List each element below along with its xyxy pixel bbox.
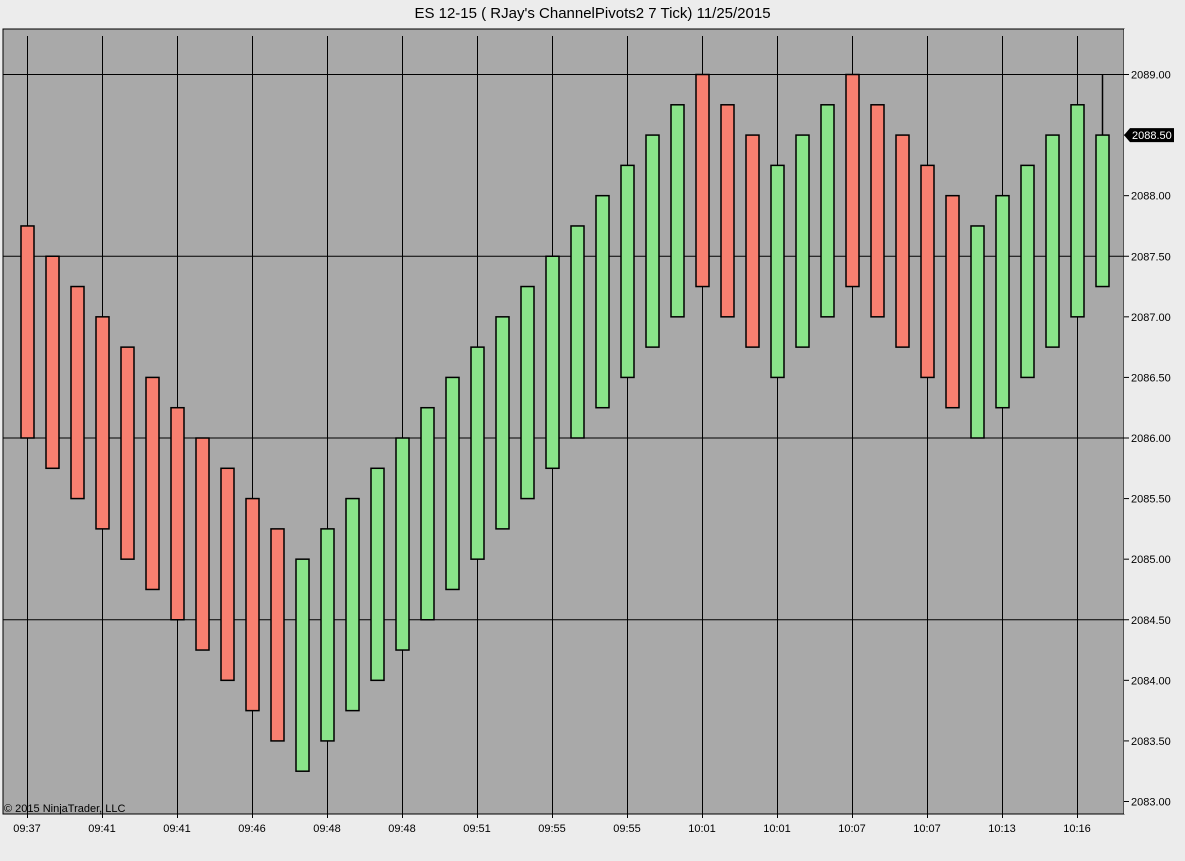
x-tick-label: 09:48 xyxy=(313,823,341,835)
down-bar[interactable] xyxy=(870,104,885,318)
y-tick-label: 2084.00 xyxy=(1131,675,1171,687)
x-tick-label: 09:55 xyxy=(538,823,566,835)
down-bar[interactable] xyxy=(170,406,185,621)
x-tick-label: 10:13 xyxy=(988,823,1016,835)
down-bar[interactable] xyxy=(195,437,210,651)
up-bar[interactable] xyxy=(795,134,810,348)
down-bar[interactable] xyxy=(120,346,135,560)
y-tick-label: 2086.50 xyxy=(1131,372,1171,384)
y-tick-label: 2087.00 xyxy=(1131,312,1171,324)
up-bar[interactable] xyxy=(495,316,510,530)
up-bar[interactable] xyxy=(645,134,660,348)
up-bar[interactable] xyxy=(320,528,335,742)
up-bar[interactable] xyxy=(370,467,385,682)
down-bar[interactable] xyxy=(945,194,960,409)
up-bar[interactable] xyxy=(995,194,1010,409)
up-bar[interactable] xyxy=(1045,134,1060,348)
price-axis-panel[interactable] xyxy=(1124,29,1185,814)
up-bar[interactable] xyxy=(595,194,610,409)
up-bar[interactable] xyxy=(770,164,785,379)
up-bar[interactable] xyxy=(1095,134,1110,288)
x-tick-label: 09:37 xyxy=(13,823,41,835)
y-tick-label: 2083.00 xyxy=(1131,797,1171,809)
y-tick-label: 2088.00 xyxy=(1131,191,1171,203)
up-bar[interactable] xyxy=(620,164,635,379)
down-bar[interactable] xyxy=(895,134,910,348)
up-bar[interactable] xyxy=(420,406,435,621)
down-bar[interactable] xyxy=(745,134,760,348)
down-bar[interactable] xyxy=(20,225,35,439)
down-bar[interactable] xyxy=(45,255,60,470)
up-bar[interactable] xyxy=(445,376,460,591)
down-bar[interactable] xyxy=(695,73,710,288)
x-tick-label: 09:46 xyxy=(238,823,266,835)
y-tick-label: 2086.00 xyxy=(1131,433,1171,445)
down-bar[interactable] xyxy=(270,528,285,742)
last-price-tag xyxy=(1124,128,1174,143)
down-bar[interactable] xyxy=(245,497,260,712)
down-bar[interactable] xyxy=(220,467,235,682)
up-bar[interactable] xyxy=(545,255,560,470)
up-bar[interactable] xyxy=(295,558,310,772)
x-tick-label: 09:48 xyxy=(388,823,416,835)
up-bar[interactable] xyxy=(1070,104,1085,318)
y-tick-label: 2087.50 xyxy=(1131,251,1171,263)
x-tick-label: 09:51 xyxy=(463,823,491,835)
chart-title: ES 12-15 ( RJay's ChannelPivots2 7 Tick)… xyxy=(414,5,771,22)
y-tick-label: 2089.00 xyxy=(1131,70,1171,82)
up-bar[interactable] xyxy=(470,346,485,560)
x-tick-label: 10:01 xyxy=(763,823,791,835)
time-axis: 09:37 09:41 09:41 09:46 09:48 09:48 09:51 09:55… xyxy=(13,814,1091,835)
down-bar[interactable] xyxy=(720,104,735,318)
x-tick-label: 09:41 xyxy=(163,823,191,835)
copyright-notice: © 2015 NinjaTrader, LLC xyxy=(4,803,125,815)
down-bar[interactable] xyxy=(70,285,85,500)
last-price-label: 2088.50 xyxy=(1132,130,1172,142)
down-bar[interactable] xyxy=(845,73,860,288)
y-tick-label: 2083.50 xyxy=(1131,736,1171,748)
down-bar[interactable] xyxy=(920,164,935,379)
up-bar[interactable] xyxy=(820,104,835,318)
down-bar[interactable] xyxy=(95,316,110,530)
x-tick-label: 09:55 xyxy=(613,823,641,835)
up-bar[interactable] xyxy=(520,285,535,500)
up-bar[interactable] xyxy=(970,225,985,439)
x-tick-label: 10:01 xyxy=(688,823,716,835)
up-bar[interactable] xyxy=(1020,164,1035,379)
bars-layer xyxy=(20,73,1110,772)
up-bar[interactable] xyxy=(570,225,585,439)
up-bar[interactable] xyxy=(670,104,685,318)
y-tick-label: 2085.00 xyxy=(1131,554,1171,566)
up-bar[interactable] xyxy=(395,437,410,651)
up-bar[interactable] xyxy=(345,497,360,712)
y-tick-label: 2084.50 xyxy=(1131,615,1171,627)
x-tick-label: 10:07 xyxy=(838,823,866,835)
x-tick-label: 10:07 xyxy=(913,823,941,835)
y-tick-label: 2085.50 xyxy=(1131,494,1171,506)
x-tick-label: 10:16 xyxy=(1063,823,1091,835)
last-price-marker: 2088.50 xyxy=(1124,128,1174,143)
x-tick-label: 09:41 xyxy=(88,823,116,835)
down-bar[interactable] xyxy=(145,376,160,591)
